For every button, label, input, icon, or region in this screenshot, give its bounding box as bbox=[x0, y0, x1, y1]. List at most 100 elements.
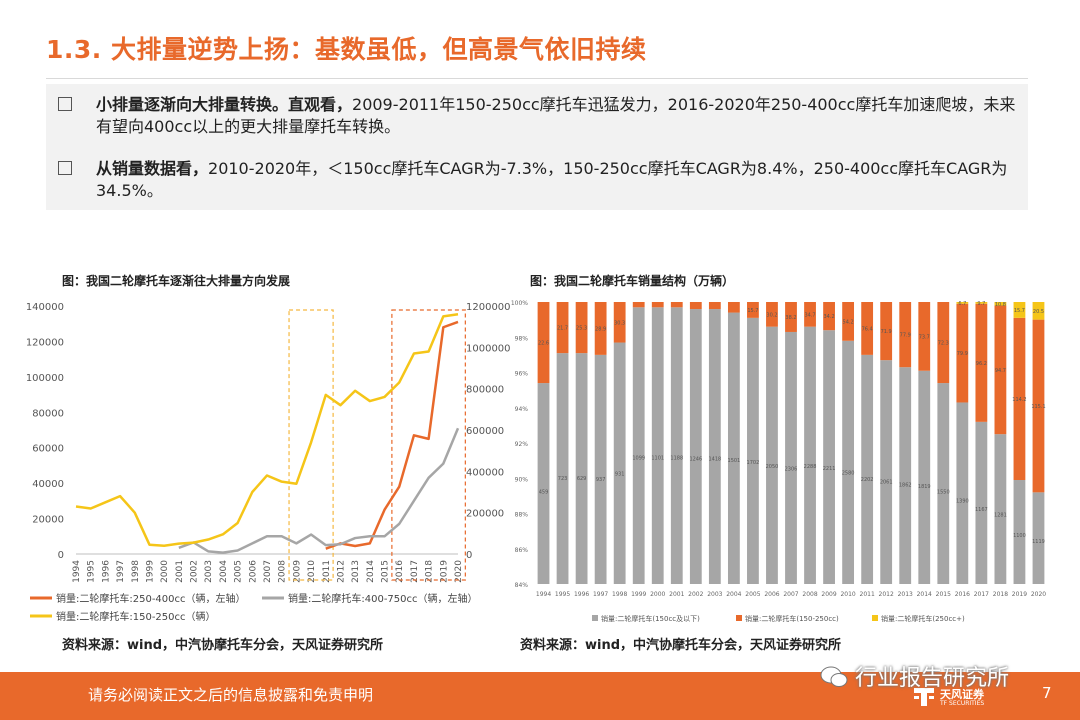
bar-segment bbox=[651, 302, 664, 308]
x-tick-label: 1999 bbox=[631, 591, 646, 598]
bar-segment bbox=[975, 303, 988, 422]
x-tick-label: 1998 bbox=[612, 591, 627, 598]
y-tick-label: 86% bbox=[515, 547, 529, 554]
data-label: 72.3 bbox=[938, 341, 949, 347]
bar-segment bbox=[1032, 492, 1045, 584]
bar-segment bbox=[575, 353, 588, 584]
chart2-title: 图：我国二轮摩托车销量结构（万辆） bbox=[530, 274, 735, 288]
x-tick-label: 2014 bbox=[366, 560, 376, 583]
data-label: 1550 bbox=[937, 490, 950, 496]
y-tick-label: 0 bbox=[58, 550, 64, 561]
x-tick-label: 2010 bbox=[840, 591, 855, 598]
y2-tick-label: 200000 bbox=[466, 509, 504, 520]
y-tick-label: 90% bbox=[515, 476, 529, 483]
chart1-title: 图：我国二轮摩托车逐渐往大排量方向发展 bbox=[62, 274, 291, 288]
x-tick-label: 2004 bbox=[219, 560, 229, 583]
bar-segment bbox=[747, 302, 759, 318]
footer-bar: 请务必阅读正文之后的信息披露和免责申明 天风证券 TF SECURITIES 7 bbox=[0, 672, 1080, 720]
legend-label: 销量:二轮摩托车:250-400cc（辆，左轴） bbox=[56, 592, 246, 605]
bar-segment bbox=[708, 302, 721, 310]
bar-segment bbox=[842, 302, 855, 341]
legend-label: 销量:二轮摩托车(150-250cc) bbox=[745, 614, 839, 623]
x-tick-label: 2005 bbox=[234, 560, 244, 583]
data-label: 1390 bbox=[956, 498, 969, 504]
x-tick-label: 2003 bbox=[204, 560, 214, 583]
legend-swatch bbox=[592, 615, 598, 621]
bar-segment bbox=[899, 367, 912, 584]
x-tick-label: 2019 bbox=[439, 560, 449, 583]
bar-segment bbox=[727, 312, 740, 584]
x-tick-label: 2009 bbox=[821, 591, 836, 598]
bar-segment bbox=[785, 302, 797, 332]
bar-segment bbox=[880, 302, 893, 361]
bar-segment bbox=[556, 353, 569, 584]
x-tick-label: 2000 bbox=[160, 560, 170, 583]
bar-segment bbox=[670, 302, 683, 308]
x-tick-label: 2016 bbox=[395, 560, 405, 583]
bar-segment bbox=[747, 317, 759, 584]
legend-swatch bbox=[736, 615, 742, 621]
x-tick-label: 2011 bbox=[860, 591, 875, 598]
legend-label: 销量:二轮摩托车:150-250cc（辆） bbox=[56, 610, 216, 623]
source-note-2: 资料来源：wind，中汽协摩托车分会，天风证券研究所 bbox=[520, 638, 842, 653]
bar-segment bbox=[1013, 302, 1026, 318]
data-label: 115.1 bbox=[1031, 404, 1045, 410]
data-label: 1188 bbox=[670, 455, 683, 461]
data-label: 1099 bbox=[632, 455, 645, 461]
bar-segment bbox=[804, 326, 816, 584]
x-tick-label: 1995 bbox=[555, 591, 570, 598]
data-label: 931 bbox=[615, 471, 625, 477]
data-label: 937 bbox=[596, 477, 606, 483]
data-label: 94.7 bbox=[995, 368, 1006, 374]
data-label: 1281 bbox=[994, 513, 1007, 519]
x-tick-label: 2003 bbox=[707, 591, 722, 598]
data-label: 79.9 bbox=[957, 351, 968, 357]
legend-swatch bbox=[872, 615, 878, 621]
data-label: 54.2 bbox=[843, 319, 854, 325]
x-tick-label: 2017 bbox=[974, 591, 989, 598]
x-tick-label: 2013 bbox=[898, 591, 913, 598]
watermark: 行业报告研究所 bbox=[820, 660, 1009, 692]
data-label: 73.7 bbox=[919, 334, 930, 340]
data-label: 71.9 bbox=[881, 329, 892, 335]
bar-segment bbox=[956, 302, 969, 304]
bar-segment bbox=[994, 302, 1007, 306]
bar-segment bbox=[880, 360, 893, 584]
x-tick-label: 2006 bbox=[764, 591, 779, 598]
bullet-1: 小排量逐渐向大排量转换。直观看，2009-2011年150-250cc摩托车迅猛… bbox=[58, 94, 1015, 136]
x-tick-label: 2007 bbox=[263, 560, 273, 583]
data-label: 1119 bbox=[1032, 539, 1045, 545]
bar-segment bbox=[994, 434, 1007, 584]
x-tick-label: 2010 bbox=[307, 560, 317, 583]
data-label: 30.3 bbox=[614, 320, 625, 326]
data-label: 21.7 bbox=[557, 326, 568, 332]
data-label: 76.4 bbox=[862, 326, 873, 332]
y-tick-label: 88% bbox=[515, 512, 529, 519]
x-tick-label: 1996 bbox=[574, 591, 589, 598]
x-tick-label: 2018 bbox=[993, 591, 1008, 598]
x-tick-label: 2011 bbox=[322, 560, 332, 583]
bar-segment bbox=[842, 340, 855, 584]
disclaimer-link[interactable]: 请务必阅读正文之后的信息披露和免责申明 bbox=[88, 686, 374, 704]
data-label: 34.2 bbox=[824, 314, 835, 320]
data-label: 1246 bbox=[689, 456, 702, 462]
data-label: 96.2 bbox=[976, 361, 987, 367]
wechat-icon bbox=[820, 666, 848, 687]
y2-tick-label: 0 bbox=[466, 550, 472, 561]
data-label: 1100 bbox=[1013, 533, 1026, 539]
title-divider bbox=[46, 78, 1028, 79]
x-tick-label: 2001 bbox=[175, 560, 185, 583]
bar-segment bbox=[670, 307, 683, 584]
page-title: 1.3. 大排量逆势上扬：基数虽低，但高景气依旧持续 bbox=[46, 35, 647, 64]
data-label: 1418 bbox=[708, 456, 721, 462]
bar-segment bbox=[1032, 319, 1045, 493]
data-label: 1702 bbox=[747, 460, 760, 466]
checkbox-icon bbox=[58, 97, 72, 111]
bar-segment bbox=[632, 307, 645, 584]
bar-segment bbox=[594, 302, 607, 355]
x-tick-label: 1994 bbox=[72, 560, 82, 583]
y2-tick-label: 1000000 bbox=[466, 343, 511, 354]
x-tick-label: 2015 bbox=[381, 560, 391, 583]
y2-tick-label: 800000 bbox=[466, 385, 504, 396]
x-tick-label: 2016 bbox=[955, 591, 970, 598]
